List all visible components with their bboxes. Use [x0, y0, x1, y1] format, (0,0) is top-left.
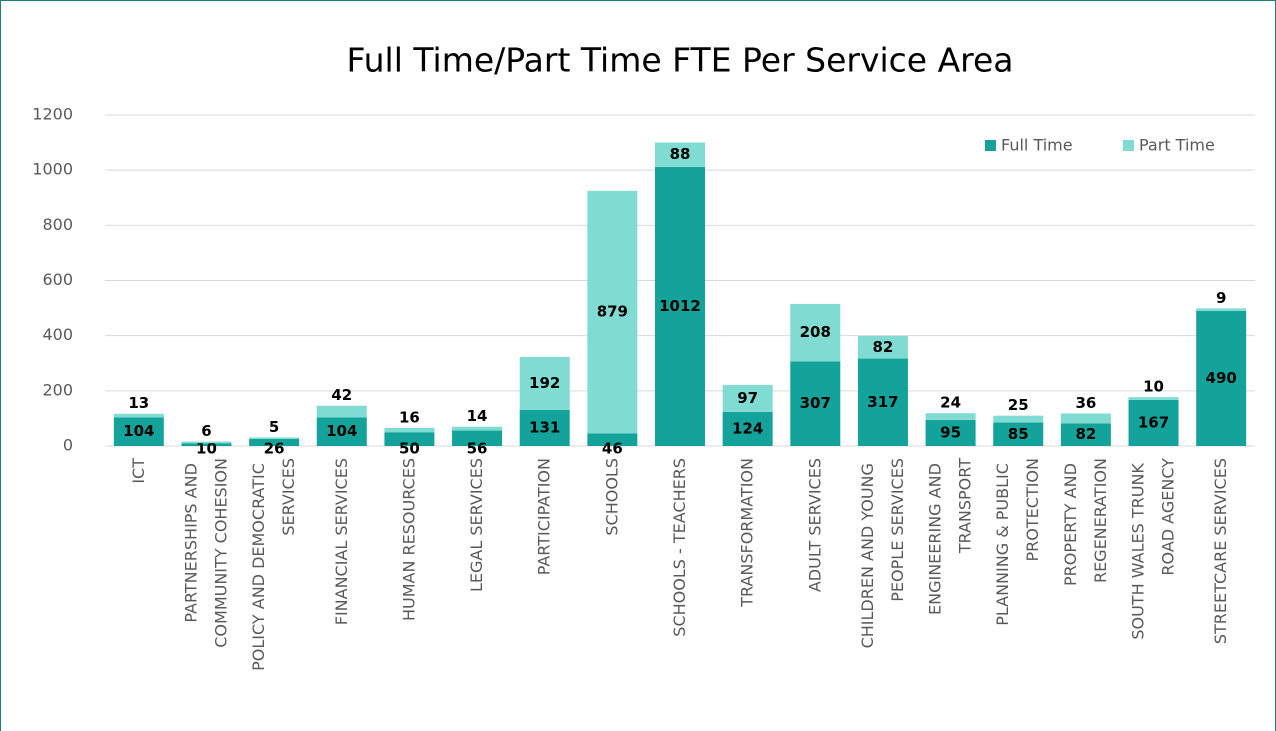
bar-segment [857, 335, 908, 359]
data-label: 104 [326, 422, 357, 440]
data-label: 56 [467, 440, 488, 458]
bar-segment [519, 409, 570, 446]
data-label: 307 [800, 394, 831, 412]
data-label: 10 [1143, 378, 1164, 396]
y-tick-label: 400 [42, 325, 73, 344]
bar-segment [519, 356, 570, 410]
data-label: 97 [737, 389, 758, 407]
data-label: 36 [1075, 394, 1096, 412]
data-label: 192 [529, 374, 560, 392]
data-label: 317 [867, 393, 898, 411]
bar-segment [925, 419, 976, 446]
data-label: 9 [1216, 289, 1226, 307]
data-label: 82 [873, 338, 894, 356]
bar-segment [113, 417, 164, 446]
data-label: 1012 [659, 297, 701, 315]
y-tick-label: 0 [63, 436, 73, 455]
y-tick-label: 1000 [32, 160, 73, 179]
x-tick-label: PARTICIPATION [534, 458, 553, 575]
x-tick-label: HUMAN RESOURCES [399, 458, 418, 621]
y-tick-label: 800 [42, 215, 73, 234]
data-label: 167 [1138, 413, 1169, 431]
legend-swatch [1123, 140, 1134, 151]
bar-segment [1196, 310, 1247, 446]
data-label: 25 [1008, 396, 1029, 414]
data-label: 5 [269, 418, 279, 436]
x-tick-label: ADULT SERVICES [805, 458, 824, 592]
bar-segment [1060, 423, 1111, 446]
data-label: 85 [1008, 425, 1029, 443]
data-label: 42 [331, 386, 352, 404]
bar-segment [857, 358, 908, 446]
data-label: 82 [1075, 425, 1096, 443]
bar-segment [655, 142, 705, 167]
bar-segment [384, 427, 435, 433]
bar-segment [249, 438, 300, 446]
bar-segment [993, 422, 1044, 446]
legend-swatch [985, 140, 996, 151]
x-tick-label: ICT [128, 458, 147, 484]
x-tick-label: SCHOOLS - TEACHERS [670, 458, 689, 637]
data-label: 50 [399, 440, 420, 458]
data-label: 10 [196, 440, 217, 458]
x-tick-label: PARTNERSHIPS AND COMMUNITY COHESION [181, 458, 230, 648]
bar-segment [316, 417, 367, 446]
y-tick-label: 1200 [32, 105, 73, 124]
bar-segment [1060, 413, 1111, 424]
x-tick-label: TRANSFORMATION [737, 458, 756, 608]
bar-segment [587, 190, 638, 434]
bar-segment [452, 426, 503, 431]
data-label: 490 [1206, 369, 1237, 387]
bar-segment [1128, 399, 1179, 446]
y-tick-label: 600 [42, 270, 73, 289]
bar-segment [655, 166, 705, 446]
bar-segment [1128, 397, 1179, 400]
legend-label: Full Time [1001, 136, 1073, 155]
bar-segment [925, 413, 976, 420]
bar-segment [790, 303, 841, 362]
x-tick-label: PLANNING & PUBLIC PROTECTION [993, 458, 1042, 626]
data-label: 124 [732, 419, 763, 437]
data-label: 16 [399, 408, 420, 426]
bar-segment [384, 432, 435, 446]
bar-segment [181, 443, 232, 446]
bar-segment [113, 413, 164, 418]
data-label: 46 [602, 440, 623, 458]
data-label: 879 [597, 303, 628, 321]
bar-segment [1196, 308, 1247, 311]
data-label: 26 [264, 440, 285, 458]
data-label: 208 [800, 323, 831, 341]
bar-segment [181, 441, 232, 444]
data-label: 13 [128, 394, 149, 412]
x-tick-label: PROPERTY AND REGENERATION [1060, 458, 1109, 586]
bar-segment [316, 405, 367, 418]
data-label: 6 [201, 422, 211, 440]
data-label: 104 [123, 422, 154, 440]
bar-segment [790, 361, 841, 446]
bar-segment [722, 385, 773, 412]
bar-segment [993, 415, 1044, 423]
bar-segment [249, 437, 300, 439]
x-tick-label: LEGAL SERVICES [467, 458, 486, 592]
bar-segment [587, 433, 638, 446]
data-label: 95 [940, 423, 961, 441]
x-tick-label: STREETCARE SERVICES [1211, 458, 1230, 644]
data-label: 24 [940, 394, 961, 412]
x-tick-label: POLICY AND DEMOCRATIC SERVICES [249, 458, 298, 671]
x-tick-label: CHILDREN AND YOUNG PEOPLE SERVICES [857, 458, 906, 648]
data-label: 14 [467, 407, 488, 425]
y-tick-label: 200 [42, 380, 73, 399]
chart-title: Full Time/Part Time FTE Per Service Area [346, 41, 1013, 80]
data-label: 88 [670, 145, 691, 163]
bar-segment [452, 430, 503, 446]
x-tick-label: ENGINEERING AND TRANSPORT [925, 458, 974, 615]
x-tick-label: SOUTH WALES TRUNK ROAD AGENCY [1128, 458, 1177, 640]
x-tick-label: SCHOOLS [602, 458, 621, 536]
bar-segment [722, 411, 773, 446]
data-label: 131 [529, 418, 560, 436]
x-tick-label: FINANCIAL SERVICES [331, 458, 350, 625]
legend-label: Part Time [1139, 136, 1215, 155]
